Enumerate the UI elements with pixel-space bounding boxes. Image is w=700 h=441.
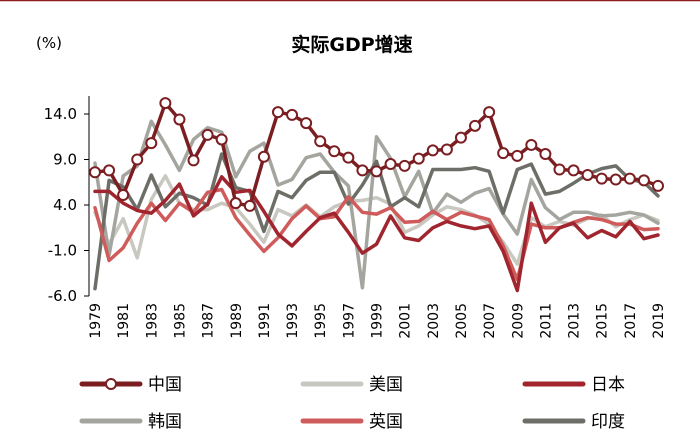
series-line-5 <box>93 187 660 282</box>
series-point <box>103 164 116 177</box>
series-line-6 <box>93 152 660 291</box>
x-tick-label: 1987 <box>201 303 217 339</box>
x-tick-label: 2005 <box>454 303 470 339</box>
legend-label-2: 美国 <box>369 375 403 395</box>
series-point <box>609 173 622 186</box>
series-point <box>623 172 636 185</box>
series-point <box>201 128 214 141</box>
series-point <box>271 106 284 119</box>
series-point <box>384 158 397 171</box>
x-tick-label: 2009 <box>510 303 526 339</box>
series-point <box>257 150 270 163</box>
series-point <box>117 188 130 201</box>
x-tick-label: 1995 <box>313 303 329 339</box>
series-point <box>511 149 524 162</box>
legend-marker <box>105 378 117 390</box>
legend-label-1: 中国 <box>148 375 182 395</box>
x-tick-label: 1983 <box>144 303 160 339</box>
x-tick-label: 2019 <box>651 303 667 339</box>
series-point <box>187 154 200 167</box>
series-point <box>595 172 608 185</box>
series-point <box>426 144 439 157</box>
series-line-3 <box>93 175 660 293</box>
series-point <box>483 106 496 119</box>
series-point <box>637 174 650 187</box>
series-point <box>497 147 510 160</box>
series-point <box>215 133 228 146</box>
series-point <box>145 137 158 150</box>
y-tick-label: 14.0 <box>44 105 77 123</box>
series-point <box>525 138 538 151</box>
series-point <box>469 119 482 132</box>
x-tick-label: 1979 <box>88 303 104 339</box>
x-tick-label: 2011 <box>538 303 554 339</box>
series-point <box>314 135 327 148</box>
x-tick-label: 2017 <box>623 303 639 339</box>
x-tick-label: 2001 <box>398 303 414 339</box>
y-tick-label: -6.0 <box>48 287 77 305</box>
series-point <box>412 152 425 165</box>
series-point <box>229 197 242 210</box>
plot-area: 14.0 9.0 4.0 -1.0 -6.0 1979 1981 1983 1985 1987 19… <box>44 96 667 339</box>
legend-label-5: 英国 <box>369 412 403 432</box>
x-tick-label: 1989 <box>229 303 245 339</box>
chart-title: 实际GDP增速 <box>291 33 412 56</box>
series-point <box>286 108 299 121</box>
y-unit-label: (%) <box>36 34 62 52</box>
series-point <box>398 159 411 172</box>
x-tick-label: 2007 <box>482 303 498 339</box>
x-tick-label: 1981 <box>116 303 132 339</box>
series-point <box>652 179 664 192</box>
series-point <box>553 163 566 176</box>
y-tick-label: -1.0 <box>48 242 77 260</box>
series-point <box>159 97 172 110</box>
series-point <box>567 164 580 177</box>
series-point <box>89 166 101 179</box>
x-tick-label: 1991 <box>257 303 273 339</box>
series-point <box>243 199 256 212</box>
series-point <box>454 131 467 144</box>
x-tick-label: 1985 <box>172 303 188 339</box>
legend-label-6: 印度 <box>591 412 625 432</box>
legend-label-4: 韩国 <box>148 412 182 432</box>
series-point <box>173 113 186 126</box>
series-point <box>328 145 341 158</box>
series-point <box>342 151 355 164</box>
series-line-2 <box>93 174 660 266</box>
x-tick-label: 2003 <box>426 303 442 339</box>
series-point <box>300 117 313 130</box>
series-point <box>131 153 144 166</box>
x-tick-label: 2015 <box>595 303 611 339</box>
series-point <box>440 143 453 156</box>
series-point <box>581 168 594 181</box>
series-point <box>539 148 552 161</box>
y-tick-label: 4.0 <box>53 196 77 214</box>
x-tick-label: 1993 <box>285 303 301 339</box>
legend-label-3: 日本 <box>591 375 625 395</box>
x-tick-label: 1999 <box>370 303 386 339</box>
x-tick-label: 1997 <box>341 303 357 339</box>
series-point <box>370 165 383 178</box>
x-tick-label: 2013 <box>567 303 583 339</box>
series-point <box>356 164 369 177</box>
y-tick-label: 9.0 <box>53 151 77 169</box>
